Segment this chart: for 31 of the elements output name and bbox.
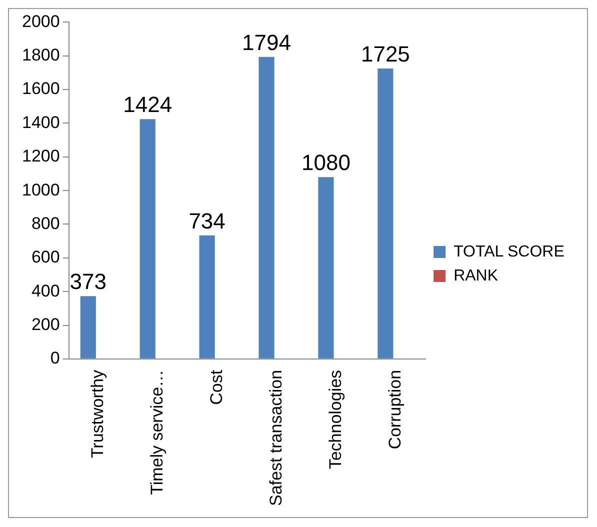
data-label: 1424 xyxy=(123,92,172,118)
y-tick-label: 200 xyxy=(31,314,60,334)
bar xyxy=(378,68,394,358)
data-label: 1794 xyxy=(242,30,291,55)
data-label: 1080 xyxy=(302,150,350,176)
bar xyxy=(318,177,334,358)
y-tick-label: 1600 xyxy=(22,79,60,98)
x-tick-label: Safest transaction xyxy=(266,370,286,506)
legend-label: RANK xyxy=(454,267,498,284)
y-tick-label: 1800 xyxy=(22,46,60,65)
data-label: 373 xyxy=(70,269,106,294)
x-tick-label: Timely service… xyxy=(148,370,167,495)
data-label: 734 xyxy=(188,208,226,234)
y-tick-label: 1000 xyxy=(22,180,60,200)
bar xyxy=(199,235,215,358)
x-tick-label: Cost xyxy=(207,370,226,405)
data-label: 1725 xyxy=(360,42,410,67)
y-tick-label: 2000 xyxy=(22,12,60,31)
y-tick-label: 600 xyxy=(31,248,60,267)
bar xyxy=(258,56,274,358)
bar xyxy=(140,119,156,358)
x-tick-label: Technologies xyxy=(326,370,346,470)
y-tick-label: 400 xyxy=(31,281,60,300)
y-tick-label: 1200 xyxy=(22,146,60,166)
y-tick-label: 0 xyxy=(50,348,60,368)
legend-label: TOTAL SCORE xyxy=(454,243,564,260)
y-tick-label: 1400 xyxy=(22,112,60,132)
y-tick-label: 800 xyxy=(31,214,60,233)
bar xyxy=(80,296,96,358)
x-tick-label: Corruption xyxy=(386,370,405,450)
x-tick-label: Trustworthy xyxy=(88,369,108,458)
